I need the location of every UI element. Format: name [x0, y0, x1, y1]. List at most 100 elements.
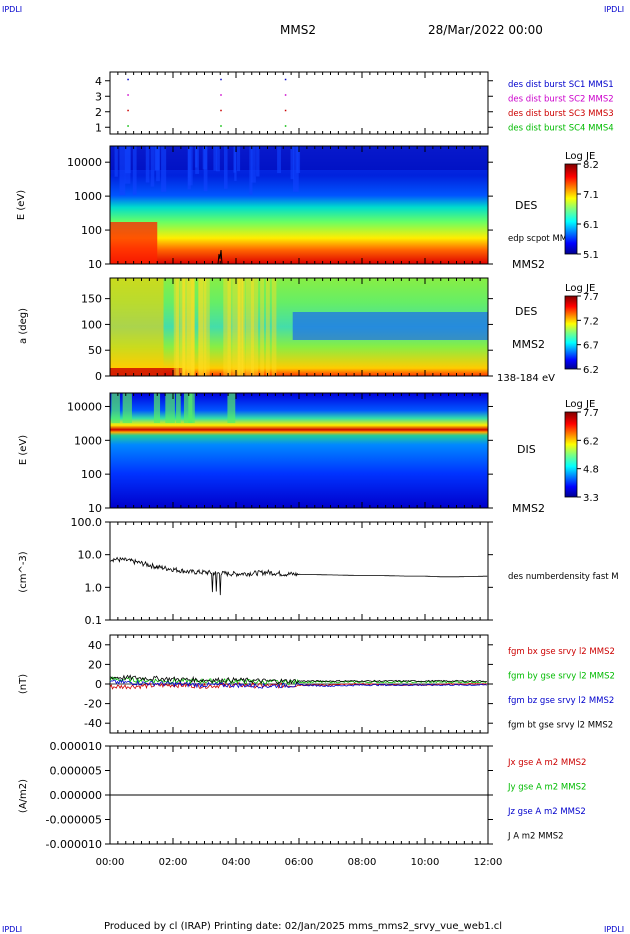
des-stripe: [215, 146, 220, 172]
pitch-stripe: [227, 278, 231, 376]
pitch-ylabel: a (deg): [18, 308, 29, 344]
pitch-energy-range: 138-184 eV: [497, 373, 555, 384]
density-frame: [109, 521, 489, 621]
fgm-ytick-label: 40: [88, 639, 102, 652]
des-stripe: [195, 146, 199, 174]
pitch-ytick-label: 150: [81, 293, 102, 306]
density-legend: des numberdensity fast M: [508, 572, 619, 582]
burst-marker: [127, 125, 129, 127]
des-stripe: [119, 146, 126, 196]
fgm-ytick-label: 0: [95, 678, 102, 691]
burst-ytick-label: 3: [95, 90, 102, 103]
pitch-stripe: [180, 278, 186, 376]
time-axis-label: 08:00: [348, 857, 377, 868]
colorbar-tick-label: 4.8: [583, 465, 599, 476]
des-energy-ytick-label: 100: [81, 224, 102, 237]
current-ylabel: (A/m2): [18, 779, 29, 813]
burst-marker: [220, 78, 222, 81]
pitch-sublabel: MMS2: [512, 338, 545, 351]
colorbar: [564, 411, 578, 498]
des-energy-ytick-label: 1000: [74, 190, 102, 203]
pitch-ytick-label: 50: [88, 344, 102, 357]
burst-legend-entry: des dist burst SC2 MMS2: [508, 95, 614, 105]
pitch-label: DES: [515, 305, 537, 318]
des-stripe: [161, 146, 167, 192]
des-stripe: [125, 146, 131, 174]
dis-sublabel: MMS2: [512, 502, 545, 515]
colorbar-title: Log JE: [565, 151, 595, 162]
pitch-stripe: [191, 278, 195, 376]
time-axis-label: 12:00: [474, 857, 503, 868]
dis-energy-ytick-label: 10000: [67, 400, 102, 413]
pitch-stripe: [245, 278, 255, 376]
dis-stripe: [111, 393, 120, 423]
dis-energy-ytick-label: 1000: [74, 434, 102, 447]
fgm-ylabel: (nT): [18, 674, 29, 694]
des-label: DES: [515, 199, 537, 212]
des-stripe: [203, 146, 208, 192]
pitch-stripe: [198, 278, 207, 376]
colorbar-title: Log JE: [565, 399, 595, 410]
des-stripe: [277, 146, 281, 174]
date-title: 28/Mar/2022 00:00: [428, 23, 543, 37]
burst-marker: [284, 94, 287, 96]
pitch-stripe: [260, 278, 264, 376]
pitch-stripe: [223, 278, 232, 376]
fgm-legend-entry: fgm by gse srvy l2 MMS2: [508, 672, 615, 682]
burst-marker: [284, 125, 287, 127]
current-ytick-label: -0.000010: [46, 838, 102, 851]
pitch-stripe: [198, 278, 204, 376]
spacecraft-title: MMS2: [280, 23, 316, 37]
current-legend-entry: Jz gse A m2 MMS2: [507, 807, 586, 817]
des-stripe: [293, 146, 299, 192]
burst-marker: [220, 125, 222, 127]
burst-marker: [220, 109, 222, 112]
current-ytick-label: 0.000000: [50, 789, 103, 802]
des-stripe: [150, 146, 155, 187]
time-axis-label: 06:00: [285, 857, 314, 868]
burst-marker: [127, 78, 129, 81]
burst-marker: [284, 78, 287, 81]
dis-stripe: [122, 393, 132, 423]
current-legend-entry: J A m2 MMS2: [507, 832, 564, 842]
pitch-stripe: [237, 278, 244, 376]
des-stripe: [236, 146, 241, 172]
des-energy-ytick-label: 10000: [67, 156, 102, 169]
footer-text: Produced by cl (IRAP) Printing date: 02/…: [104, 921, 502, 932]
pitch-stripe: [186, 278, 195, 376]
pitch-stripe: [232, 278, 241, 376]
scpot-label: edp scpot MMS2: [508, 234, 578, 244]
fgm-line: [109, 678, 487, 689]
des-stripe: [290, 146, 294, 180]
time-axis-label: 00:00: [96, 857, 125, 868]
pitch-stripe: [241, 278, 246, 376]
dis-stripe: [153, 393, 161, 423]
pitch-stripe: [182, 278, 192, 376]
pitch-stripe: [173, 278, 179, 376]
burst-ytick-label: 1: [95, 121, 102, 134]
dis-stripe: [165, 393, 175, 423]
burst-panel-frame: [109, 71, 489, 135]
des-stripe: [233, 146, 236, 173]
dis-energy-ylabel: E (eV): [18, 435, 29, 465]
des-sublabel: MMS2: [512, 258, 545, 271]
pitch-blue-band: [292, 312, 488, 340]
des-stripe: [114, 146, 118, 177]
colorbar-tick-label: 7.2: [583, 316, 599, 327]
des-stripe: [132, 146, 137, 195]
density-ytick-label: 1.0: [85, 581, 103, 594]
colorbar: [564, 163, 578, 255]
current-ytick-label: -0.000005: [46, 814, 102, 827]
des-energy-ylabel: E (eV): [16, 190, 27, 220]
scpot-trace: [217, 249, 223, 265]
des-stripe: [145, 146, 150, 183]
burst-ytick-label: 4: [95, 75, 102, 88]
burst-marker: [127, 109, 129, 112]
pitch-stripe: [250, 278, 259, 376]
corner-label-tr: IPDLI: [604, 5, 624, 14]
pitch-stripe: [237, 278, 244, 376]
time-axis-label: 10:00: [411, 857, 440, 868]
time-axis-label: 02:00: [159, 857, 188, 868]
fgm-legend-entry: fgm bx gse srvy l2 MMS2: [508, 647, 615, 657]
colorbar-title: Log JE: [565, 283, 595, 294]
